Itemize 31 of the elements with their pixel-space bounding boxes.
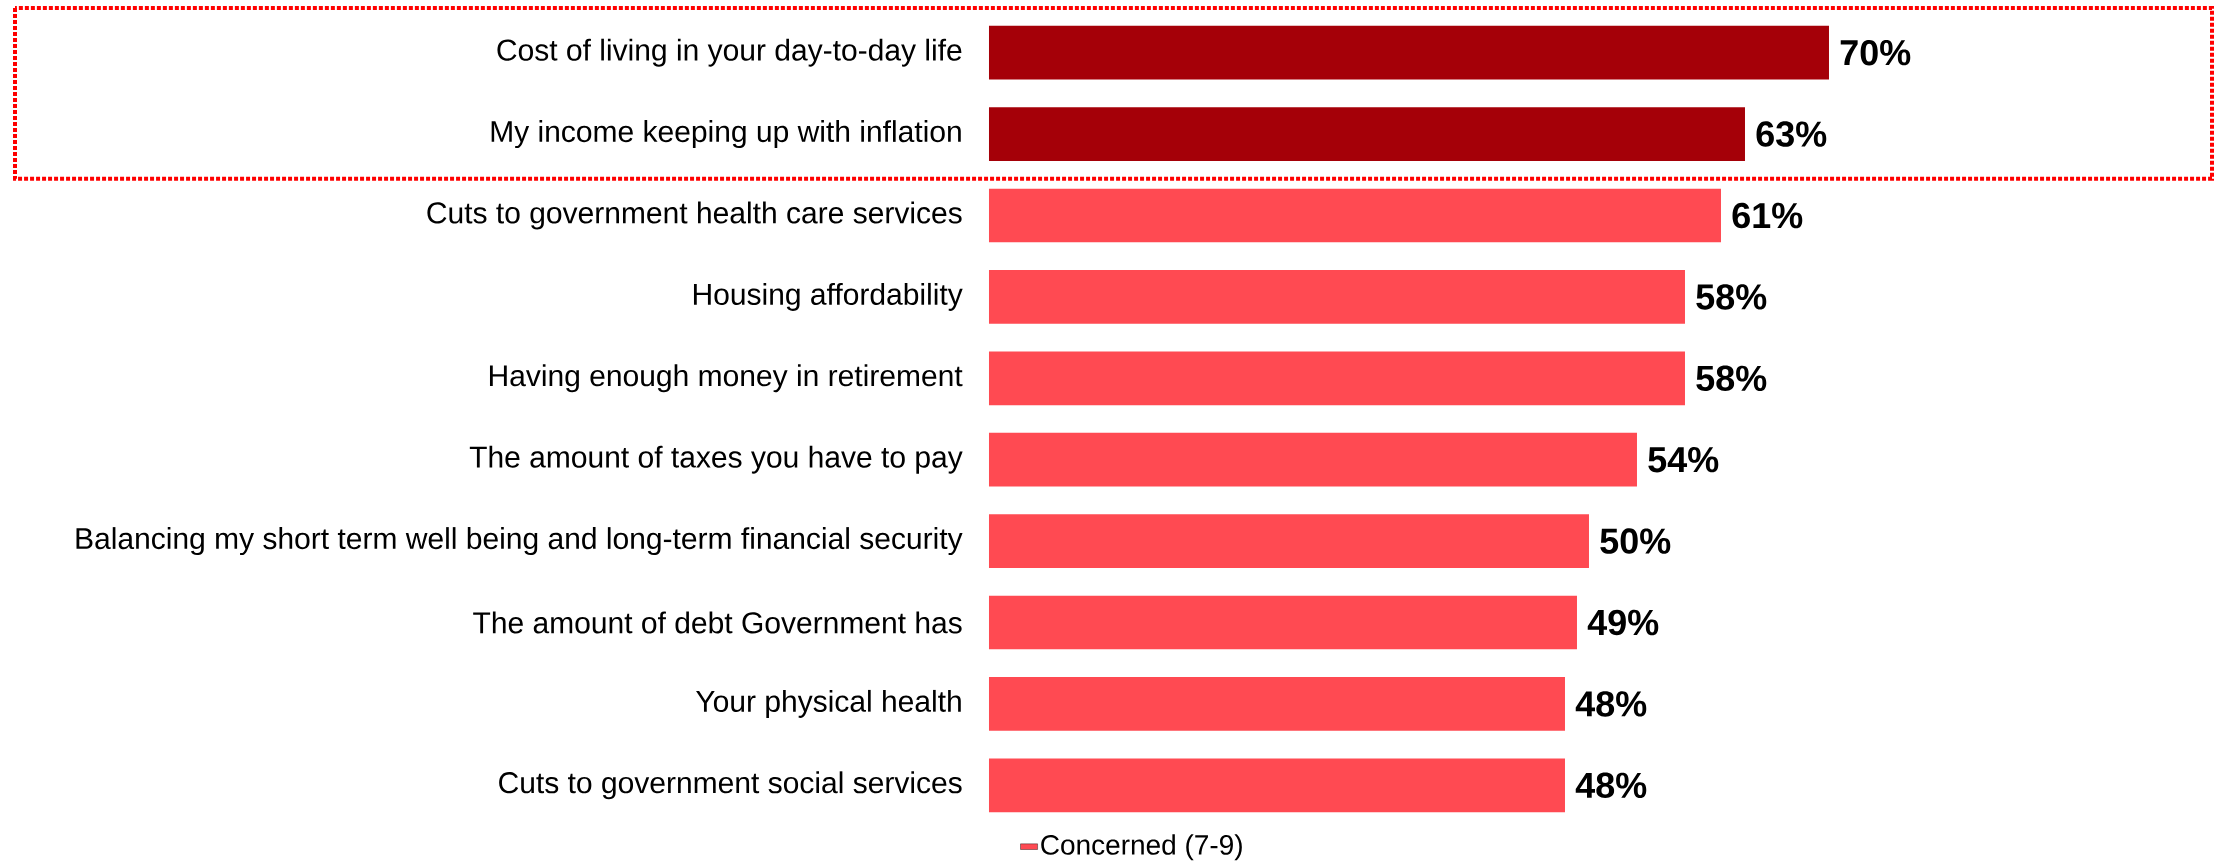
y-tick-label: Cuts to government social services <box>499 771 962 800</box>
data-label: 49% <box>1587 609 1659 636</box>
data-label: 63% <box>1756 121 1827 147</box>
y-tick-label: Housing affordability <box>693 282 963 311</box>
y-tick-label: The amount of debt Government has <box>473 611 962 634</box>
data-label: 70% <box>1840 39 1911 66</box>
y-tick-label: The amount of taxes you have to pay <box>469 445 963 474</box>
legend-label: Concerned (7-9) <box>1041 834 1242 861</box>
y-tick-label: Having enough money in retirement <box>489 364 963 393</box>
y-tick-label: Balancing my short term well being and long-term financial security <box>76 527 963 556</box>
bar <box>988 514 1589 568</box>
bar <box>988 25 1829 80</box>
data-label: 58% <box>1696 284 1767 310</box>
data-label: 61% <box>1732 202 1803 229</box>
bar <box>988 270 1685 324</box>
data-label: 58% <box>1696 365 1767 392</box>
bar <box>988 677 1565 731</box>
bar <box>988 758 1565 813</box>
bar <box>988 107 1745 161</box>
y-tick-label: Cuts to government health care services <box>427 201 962 230</box>
bar <box>988 432 1637 487</box>
data-label: 50% <box>1600 528 1671 554</box>
y-tick-label: Your physical health <box>696 689 961 718</box>
data-label: 48% <box>1575 772 1647 799</box>
bar <box>988 188 1721 243</box>
y-tick-label: My income keeping up with inflation <box>491 120 961 149</box>
bar <box>988 351 1685 406</box>
y-tick-label: Cost of living in your day-to-day life <box>497 38 962 67</box>
data-label: 54% <box>1648 446 1719 473</box>
bar <box>988 595 1577 650</box>
data-label: 48% <box>1575 691 1647 717</box>
